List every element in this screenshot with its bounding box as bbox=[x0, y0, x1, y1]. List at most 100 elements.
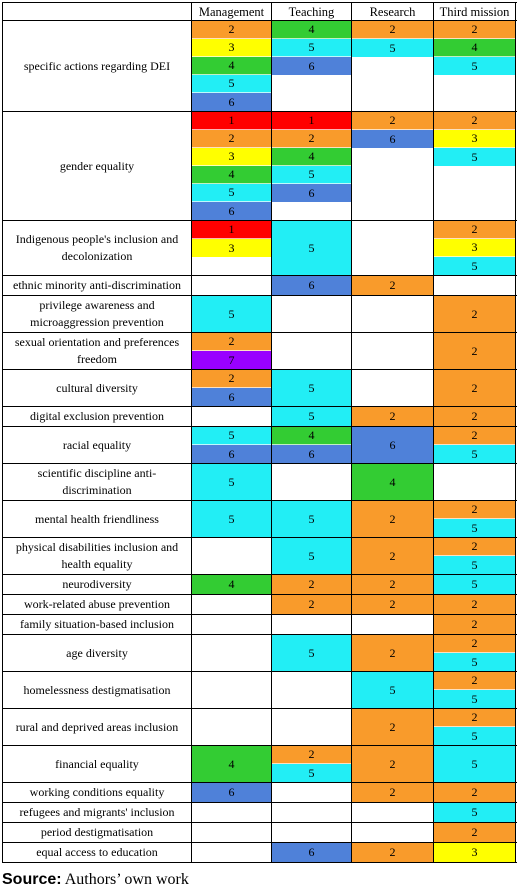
value-cell: 3 bbox=[192, 39, 271, 57]
value-cell: 3 bbox=[434, 239, 515, 257]
value-cell: 2 bbox=[352, 709, 433, 745]
value-cell: 2 bbox=[434, 296, 515, 332]
table-row: equal access to education 6 2 3 bbox=[3, 843, 517, 863]
cell: 5 bbox=[272, 501, 352, 537]
value-cell: 6 bbox=[192, 202, 271, 220]
table-row: sexual orientation and preferences freed… bbox=[3, 333, 517, 370]
value-cell: 3 bbox=[192, 148, 271, 166]
value-cell: 2 bbox=[192, 333, 271, 351]
value-cell: 2 bbox=[352, 538, 433, 574]
value-cell: 2 bbox=[434, 595, 515, 614]
header-row: Management Teaching Research Third mission bbox=[3, 3, 517, 21]
table-row: gender equality 1 2 3 4 5 6 1 2 4 5 6 2 6 2 3 5 bbox=[3, 112, 517, 221]
value-cell: 2 bbox=[434, 221, 515, 239]
value-cell: 5 bbox=[272, 764, 351, 782]
value-cell: 5 bbox=[272, 501, 351, 537]
value-cell: 2 bbox=[434, 370, 515, 406]
row-label: privilege awareness and microaggression … bbox=[3, 296, 192, 332]
value-cell: 2 bbox=[352, 501, 433, 537]
value-cell: 2 bbox=[434, 709, 515, 727]
cell: 2 bbox=[434, 783, 516, 802]
value-cell: 5 bbox=[272, 166, 351, 184]
value-cell: 2 bbox=[434, 501, 515, 519]
value-cell: 5 bbox=[434, 575, 515, 594]
source-text: Authors’ own work bbox=[64, 871, 189, 888]
value-cell: 2 bbox=[434, 21, 515, 39]
row-label: racial equality bbox=[3, 427, 192, 463]
cell bbox=[272, 783, 352, 802]
value-cell: 2 bbox=[434, 538, 515, 556]
value-cell: 2 bbox=[434, 615, 515, 634]
value-cell: 2 bbox=[352, 783, 433, 802]
cell: 2 bbox=[434, 595, 516, 614]
value-cell: 5 bbox=[434, 445, 515, 463]
cell bbox=[192, 843, 272, 862]
cell bbox=[272, 333, 352, 369]
table-row: rural and deprived areas inclusion 2 2 5 bbox=[3, 709, 517, 746]
value-cell: 2 bbox=[434, 333, 515, 369]
value-cell: 4 bbox=[192, 166, 271, 184]
value-cell: 2 bbox=[352, 407, 433, 426]
cell bbox=[192, 709, 272, 745]
value-cell: 5 bbox=[192, 184, 271, 202]
value-cell: 6 bbox=[192, 93, 271, 111]
table-row: scientific discipline anti-discriminatio… bbox=[3, 464, 517, 501]
column-header: Teaching bbox=[272, 3, 352, 20]
row-label: ethnic minority anti-discrimination bbox=[3, 276, 192, 295]
value-cell: 4 bbox=[352, 464, 433, 500]
value-cell: 5 bbox=[192, 296, 271, 332]
cell bbox=[272, 672, 352, 708]
value-cell: 6 bbox=[272, 445, 351, 463]
value-cell: 3 bbox=[434, 843, 515, 862]
cell bbox=[352, 370, 434, 406]
value-cell: 5 bbox=[434, 148, 515, 166]
value-cell: 2 bbox=[434, 635, 515, 653]
value-cell: 5 bbox=[434, 519, 515, 537]
value-cell: 2 bbox=[352, 276, 433, 295]
cell bbox=[272, 464, 352, 500]
value-cell: 5 bbox=[434, 653, 515, 671]
cell: 2 bbox=[352, 635, 434, 671]
column-header: Management bbox=[192, 3, 272, 20]
cell: 2 bbox=[434, 333, 516, 369]
table-row: age diversity 5 2 2 5 bbox=[3, 635, 517, 672]
table-row: working conditions equality 6 2 2 bbox=[3, 783, 517, 803]
value-cell: 5 bbox=[192, 75, 271, 93]
cell bbox=[272, 615, 352, 634]
row-label: sexual orientation and preferences freed… bbox=[3, 333, 192, 369]
value-cell: 4 bbox=[192, 575, 271, 594]
row-label: refugees and migrants' inclusion bbox=[3, 803, 192, 822]
cell: 5 bbox=[272, 407, 352, 426]
value-cell: 4 bbox=[192, 57, 271, 75]
value-cell: 4 bbox=[272, 21, 351, 39]
cell: 4 bbox=[192, 575, 272, 594]
cell bbox=[352, 221, 434, 275]
value-cell: 4 bbox=[272, 148, 351, 166]
cell: 2 bbox=[352, 595, 434, 614]
table-row: neurodiversity 4 2 2 5 bbox=[3, 575, 517, 595]
table-row: work-related abuse prevention 2 2 2 bbox=[3, 595, 517, 615]
cell: 2 bbox=[272, 575, 352, 594]
cell: 3 bbox=[434, 843, 516, 862]
value-cell: 5 bbox=[434, 257, 515, 275]
cell: 5 bbox=[434, 746, 516, 782]
value-cell: 6 bbox=[272, 843, 351, 862]
value-cell: 5 bbox=[352, 672, 433, 708]
value-cell: 6 bbox=[192, 388, 271, 406]
table-row: mental health friendliness 5 5 2 2 5 bbox=[3, 501, 517, 538]
value-cell: 2 bbox=[434, 427, 515, 445]
value-cell: 6 bbox=[192, 445, 271, 463]
cell bbox=[192, 538, 272, 574]
